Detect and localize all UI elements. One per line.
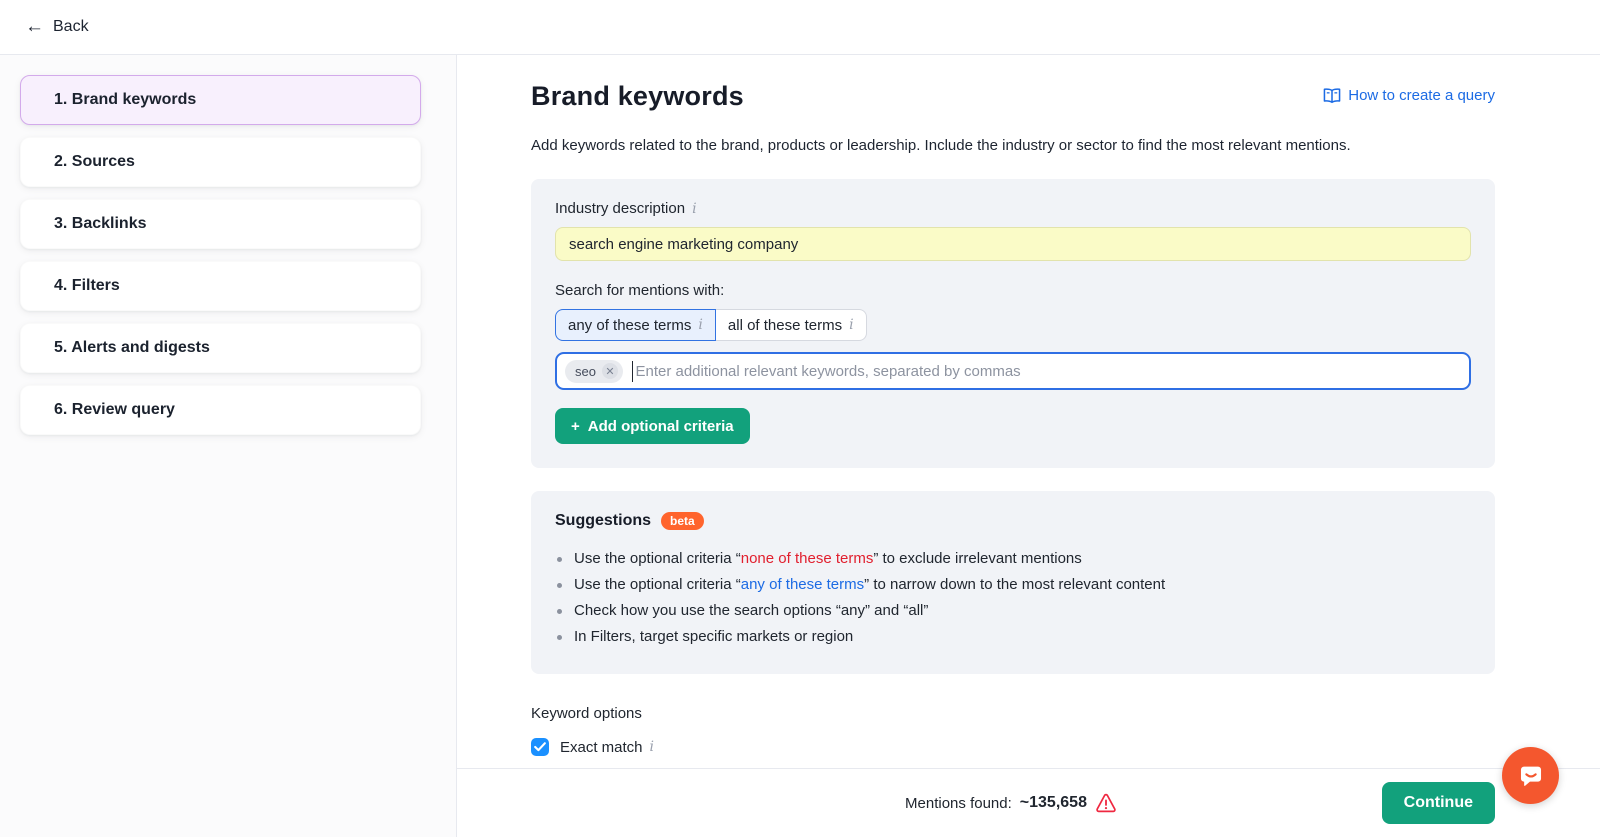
sidebar-item-review-query[interactable]: 6. Review query [20,385,421,435]
mentions-found-value: ~135,658 [1019,794,1087,811]
sidebar-item-filters[interactable]: 4. Filters [20,261,421,311]
segment-label: any of these terms [568,316,692,334]
continue-button[interactable]: Continue [1381,782,1495,824]
suggestion-text: ” to exclude irrelevant mentions [873,550,1082,567]
segment-label: all of these terms [727,316,843,334]
sidebar-item-sources[interactable]: 2. Sources [20,137,421,187]
beta-badge: beta [661,512,704,530]
top-bar: ← Back [0,0,1600,55]
main-scroll-area[interactable]: Brand keywords How to create a query Add… [457,55,1600,768]
help-link-label: How to create a query [1348,87,1495,104]
text-caret [631,360,634,382]
step-label: 6. Review query [54,401,175,418]
segment-any-of-these-terms[interactable]: any of these terms i [555,309,716,341]
search-with-label: Search for mentions with: [555,282,725,299]
none-of-these-terms-highlight: none of these terms [740,550,874,567]
list-item: Check how you use the search options “an… [555,598,1471,624]
suggestion-text: In Filters, target specific markets or r… [574,628,854,645]
sidebar-item-alerts-digests[interactable]: 5. Alerts and digests [20,323,421,373]
keywords-tag-input[interactable]: seo ✕ [555,352,1471,390]
list-item: Use the optional criteria “none of these… [555,546,1471,572]
how-to-create-query-link[interactable]: How to create a query [1323,87,1495,104]
suggestion-text: Use the optional criteria “ [574,576,741,593]
footer-bar: Mentions found: ~135,658 Continue [457,768,1600,837]
remove-tag-icon[interactable]: ✕ [601,363,618,379]
step-label: 1. Brand keywords [54,91,197,108]
add-criteria-label: Add optional criteria [587,417,734,435]
keyword-tag: seo ✕ [565,359,623,383]
info-icon[interactable]: i [649,739,655,755]
additional-keywords-input[interactable] [635,362,1461,380]
suggestions-panel: Suggestions beta Use the optional criter… [531,491,1495,674]
any-of-these-terms-highlight: any of these terms [740,576,865,593]
mentions-found: Mentions found: ~135,658 [905,793,1117,813]
page-description: Add keywords related to the brand, produ… [531,137,1351,154]
list-item: Use the optional criteria “any of these … [555,572,1471,598]
book-icon [1323,87,1341,103]
add-optional-criteria-button[interactable]: + Add optional criteria [555,408,750,444]
mentions-found-label: Mentions found: [905,794,1012,812]
suggestion-text: ” to narrow down to the most relevant co… [864,576,1166,593]
industry-description-input[interactable] [555,227,1471,261]
sidebar-item-backlinks[interactable]: 3. Backlinks [20,199,421,249]
segment-all-of-these-terms[interactable]: all of these terms i [714,309,867,341]
keywords-form-panel: Industry description i Search for mentio… [531,179,1495,468]
page-title: Brand keywords [531,81,744,111]
exact-match-label: Exact match [560,738,643,756]
chat-widget-button[interactable] [1502,747,1559,804]
check-icon [534,742,546,752]
suggestion-text: Check how you use the search options “an… [574,602,929,619]
list-item: In Filters, target specific markets or r… [555,624,1471,650]
industry-description-label-row: Industry description i [555,200,1471,217]
sidebar-item-brand-keywords[interactable]: 1. Brand keywords [20,75,421,125]
exact-match-checkbox-row[interactable]: Exact match i [531,738,1495,756]
step-label: 4. Filters [54,277,120,294]
back-label: Back [53,18,89,35]
main-content: Brand keywords How to create a query Add… [457,55,1600,837]
plus-icon: + [571,417,580,435]
back-button[interactable]: ← Back [25,15,89,37]
keyword-options-label: Keyword options [531,705,642,722]
step-label: 2. Sources [54,153,135,170]
step-label: 3. Backlinks [54,215,147,232]
step-label: 5. Alerts and digests [54,339,210,356]
keyword-tag-label: seo [575,363,596,379]
steps-sidebar: 1. Brand keywords 2. Sources 3. Backlink… [0,55,457,837]
info-icon[interactable]: i [692,200,697,217]
industry-description-label: Industry description [555,200,686,217]
info-icon[interactable]: i [698,317,703,333]
back-arrow-icon: ← [25,15,44,37]
suggestions-title: Suggestions [555,512,652,529]
suggestions-list: Use the optional criteria “none of these… [555,546,1471,650]
suggestion-text: Use the optional criteria “ [574,550,741,567]
match-mode-segmented-control: any of these terms i all of these terms … [555,309,1471,341]
warning-icon[interactable] [1095,793,1117,813]
info-icon[interactable]: i [849,317,854,333]
exact-match-checkbox[interactable] [531,738,549,756]
chat-bubble-icon [1520,766,1541,786]
